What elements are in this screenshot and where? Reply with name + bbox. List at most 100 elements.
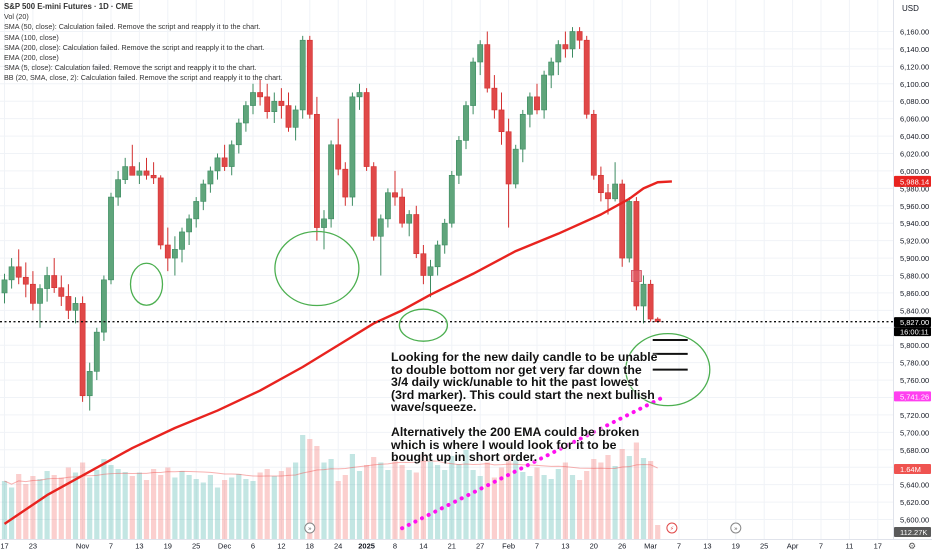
time-tick-label: 25 — [760, 542, 768, 550]
volume-bar — [371, 457, 377, 540]
current-price-badge[interactable]: 5,827.00 — [900, 318, 929, 327]
price-tick-label: 5,920.00 — [900, 237, 929, 246]
candle-body — [150, 174, 157, 179]
volume-bar — [101, 459, 107, 540]
volume-bar — [633, 442, 639, 540]
legend-vol[interactable]: Vol (20) — [4, 12, 29, 22]
price-tick-label: 5,840.00 — [900, 306, 929, 315]
candle-body — [328, 144, 334, 220]
time-tick-label: 19 — [164, 542, 172, 550]
candle-body — [427, 266, 434, 276]
candle-body — [200, 183, 207, 202]
pink-dotted-trendline[interactable] — [400, 394, 667, 531]
candle-body — [470, 61, 476, 106]
legend-sma200[interactable]: SMA (200, close): Calculation failed. Re… — [4, 42, 265, 52]
volume-bar — [87, 477, 93, 540]
volume-bar — [51, 475, 57, 540]
candle-body — [278, 100, 285, 106]
candle-body — [129, 166, 136, 176]
event-marker-icon[interactable] — [304, 522, 316, 534]
candle-body — [313, 113, 320, 228]
indicator-legend: S&P 500 E-mini Futures · 1D · CME Vol (2… — [4, 2, 282, 84]
countdown-badge-bg — [894, 327, 931, 337]
volume-bar — [520, 472, 526, 540]
lightning-marker-icon[interactable] — [666, 522, 678, 534]
volume-bar — [513, 460, 519, 540]
ema-200-path — [3, 180, 672, 525]
settings-gear-icon[interactable]: ⚙ — [908, 542, 916, 550]
symbol-title[interactable]: S&P 500 E-mini Futures · 1D · CME — [4, 2, 133, 11]
candle-body — [526, 96, 533, 115]
volume-bar — [385, 470, 391, 540]
candle-body — [420, 253, 427, 276]
drawings[interactable]: » ⚡ » — [0, 230, 893, 534]
candle-body — [633, 201, 640, 307]
volume-bar — [44, 471, 50, 540]
price-tick-label: 6,040.00 — [900, 132, 929, 141]
time-tick-label: 14 — [419, 542, 427, 550]
currency-label[interactable]: USD — [902, 4, 919, 13]
volume-bar — [158, 475, 164, 540]
volume-bars — [1, 435, 661, 540]
candle-body — [455, 140, 462, 176]
candle-body — [143, 170, 150, 176]
ema-price-badge-bg — [894, 175, 931, 187]
price-tick-label: 5,780.00 — [900, 359, 929, 368]
circle-marker[interactable] — [274, 230, 360, 307]
volume-badge[interactable]: 1.64M — [900, 465, 921, 474]
candle-body — [370, 166, 377, 237]
price-tick-label: 6,120.00 — [900, 62, 929, 71]
legend-sma100[interactable]: SMA (100, close) — [4, 32, 59, 42]
volume-bar — [151, 469, 157, 540]
legend-sma50[interactable]: SMA (50, close): Calculation failed. Rem… — [4, 22, 261, 32]
candle-body — [463, 105, 469, 141]
circle-marker[interactable] — [398, 308, 449, 342]
time-tick-label: 20 — [590, 542, 598, 550]
candle-body — [292, 109, 299, 128]
time-tick-label: 7 — [535, 542, 539, 550]
highlight-box[interactable] — [631, 270, 642, 282]
volume-bar — [321, 462, 327, 540]
volume-bottom-badge[interactable]: 112.27K — [900, 528, 927, 537]
pink-level-badge[interactable]: 5,741.26 — [900, 392, 929, 401]
volume-bar — [626, 456, 632, 540]
ema-price-badge[interactable]: 5,988.14 — [900, 177, 929, 186]
volume-bar — [534, 467, 540, 540]
candle-body — [399, 196, 405, 224]
volume-bar — [72, 472, 79, 540]
volume-bar — [477, 476, 483, 540]
time-tick-label: 7 — [109, 542, 113, 550]
legend-ema200[interactable]: EMA (200, close) — [4, 53, 59, 63]
candle-body — [640, 283, 647, 307]
circle-marker[interactable] — [625, 332, 711, 407]
volume-bar — [9, 487, 15, 540]
legend-bb[interactable]: BB (20, SMA, close, 2): Calculation fail… — [4, 73, 283, 83]
candle-body — [321, 218, 327, 228]
countdown-badge[interactable]: 16:00:11 — [900, 328, 929, 337]
price-tick-label: 5,620.00 — [900, 498, 929, 507]
time-axis[interactable]: 17 23 Nov 7 13 19 25 Dec 6 12 18 24 2025 8 14 21 27 Feb 7 1… — [0, 539, 932, 550]
volume-ma-line — [4, 460, 658, 485]
candle-body — [349, 96, 356, 198]
candle-body — [541, 74, 547, 111]
volume-bar — [165, 467, 171, 540]
candle-body — [86, 371, 93, 397]
event-marker-icon[interactable] — [730, 522, 742, 534]
candle-body — [15, 266, 22, 278]
legend-sma5[interactable]: SMA (5, close): Calculation failed. Remo… — [4, 63, 257, 73]
volume-bar — [527, 476, 533, 540]
circle-marker[interactable] — [129, 262, 164, 306]
candle-body — [384, 192, 391, 220]
price-tick-label: 5,680.00 — [900, 446, 929, 455]
time-tick-label: Mar — [644, 542, 657, 550]
candle-body — [72, 303, 79, 311]
volume-bar — [491, 477, 497, 540]
time-tick-label: 7 — [819, 542, 823, 550]
time-tick-label: 26 — [618, 542, 626, 550]
price-tick-label: 5,940.00 — [900, 219, 929, 228]
price-tick-label: 5,860.00 — [900, 289, 929, 298]
candle-body — [207, 170, 214, 185]
volume-bar — [591, 459, 597, 540]
price-axis[interactable]: USD5,600.005,620.005,640.005,660.005,680… — [893, 0, 932, 540]
